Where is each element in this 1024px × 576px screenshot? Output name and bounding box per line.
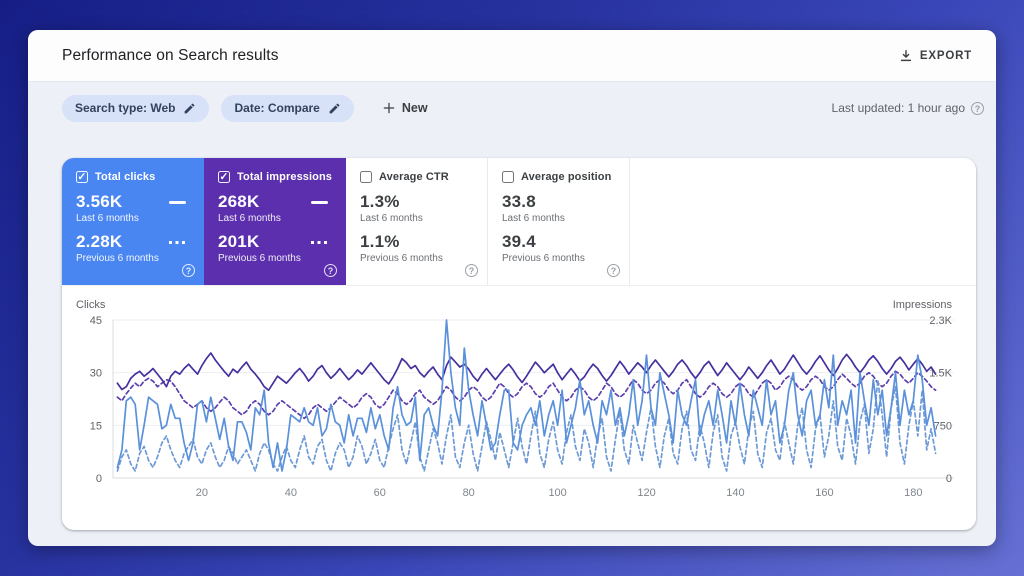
- last-updated: Last updated: 1 hour ago: [832, 101, 984, 115]
- right-axis-tick: 750: [934, 420, 952, 432]
- x-axis-tick: 120: [637, 487, 655, 499]
- download-icon: [899, 49, 913, 63]
- series-impressions-last-6-months: [116, 352, 937, 392]
- tile-average-ctr[interactable]: Average CTR 1.3% Last 6 months 1.1% Prev…: [346, 158, 488, 285]
- left-axis-tick: 15: [90, 420, 102, 432]
- tile-previous-period: Previous 6 months: [502, 253, 585, 264]
- new-filter-button[interactable]: New: [376, 97, 434, 119]
- right-axis-tick: 2.3K: [929, 315, 952, 327]
- tile-current-value: 268K: [218, 192, 260, 211]
- filter-chip-label: Date: Compare: [234, 101, 320, 115]
- question-circle-icon[interactable]: [607, 264, 620, 277]
- tile-label: Total clicks: [95, 171, 156, 183]
- pencil-icon: [183, 102, 196, 115]
- filter-chip-date[interactable]: Date: Compare: [221, 94, 354, 122]
- tile-label: Average position: [521, 171, 612, 183]
- tile-label: Average CTR: [379, 171, 449, 183]
- right-axis-tick: 0: [946, 473, 952, 485]
- series-clicks-last-6-months: [116, 319, 937, 472]
- left-axis-tick: 0: [96, 473, 102, 485]
- tile-current-period: Last 6 months: [360, 213, 423, 224]
- x-axis-tick: 80: [463, 487, 475, 499]
- dashed-line-indicator-icon: [311, 240, 328, 244]
- chart-section: 0 15 30 45 0 750 1.5K 2.3K Clicks Impressions 20 40…: [62, 286, 976, 530]
- question-circle-icon[interactable]: [324, 264, 337, 277]
- filter-chip-label: Search type: Web: [75, 101, 176, 115]
- solid-line-indicator-icon: [311, 200, 328, 204]
- right-axis-tick: 1.5K: [929, 368, 952, 380]
- left-axis-tick: 30: [90, 368, 102, 380]
- tile-current-value: 1.3%: [360, 192, 400, 211]
- performance-card: Total clicks 3.56K Last 6 months 2.28K P…: [62, 158, 976, 530]
- export-label: EXPORT: [919, 49, 972, 62]
- checkbox-checked-icon[interactable]: [218, 171, 230, 183]
- pencil-icon: [328, 102, 341, 115]
- tile-previous-value: 39.4: [502, 232, 536, 251]
- x-axis-tick: 40: [285, 487, 297, 499]
- dashed-line-indicator-icon: [169, 240, 186, 244]
- tile-current-period: Last 6 months: [502, 213, 565, 224]
- checkbox-unchecked-icon[interactable]: [360, 171, 372, 183]
- metric-tiles: Total clicks 3.56K Last 6 months 2.28K P…: [62, 158, 976, 286]
- question-circle-icon[interactable]: [971, 101, 984, 115]
- filter-bar: Search type: Web Date: Compare New: [28, 94, 996, 122]
- page-title: Performance on Search results: [62, 46, 279, 64]
- performance-panel: Performance on Search results EXPORT Sea…: [28, 30, 996, 546]
- tile-total-clicks[interactable]: Total clicks 3.56K Last 6 months 2.28K P…: [62, 158, 204, 285]
- right-axis-title: Impressions: [893, 299, 953, 311]
- question-circle-icon[interactable]: [182, 264, 195, 277]
- series-impressions-previous-6-months: [116, 370, 937, 420]
- x-axis-tick: 100: [548, 487, 566, 499]
- tile-total-impressions[interactable]: Total impressions 268K Last 6 months 201…: [204, 158, 346, 285]
- export-button[interactable]: EXPORT: [891, 43, 980, 69]
- x-axis-tick: 140: [726, 487, 744, 499]
- solid-line-indicator-icon: [169, 200, 186, 204]
- tile-previous-value: 201K: [218, 232, 260, 251]
- checkbox-checked-icon[interactable]: [76, 171, 88, 183]
- last-updated-text: Last updated: 1 hour ago: [831, 101, 965, 115]
- tile-previous-period: Previous 6 months: [360, 253, 443, 264]
- page-header: Performance on Search results EXPORT: [28, 30, 996, 82]
- tile-previous-value: 2.28K: [76, 232, 123, 251]
- tile-previous-period: Previous 6 months: [218, 253, 301, 264]
- tile-previous-value: 1.1%: [360, 232, 400, 251]
- x-axis-tick: 160: [815, 487, 833, 499]
- left-axis-tick: 45: [90, 315, 102, 327]
- plus-icon: [382, 101, 396, 115]
- tile-previous-period: Previous 6 months: [76, 253, 159, 264]
- tile-current-value: 3.56K: [76, 192, 123, 211]
- tile-current-period: Last 6 months: [76, 213, 139, 224]
- new-filter-label: New: [401, 101, 428, 115]
- tile-average-position[interactable]: Average position 33.8 Last 6 months 39.4…: [488, 158, 630, 285]
- checkbox-unchecked-icon[interactable]: [502, 171, 514, 183]
- tile-current-value: 33.8: [502, 192, 536, 211]
- tile-label: Total impressions: [237, 171, 333, 183]
- x-axis-tick: 60: [374, 487, 386, 499]
- x-axis-tick: 180: [904, 487, 922, 499]
- performance-chart[interactable]: 0 15 30 45 0 750 1.5K 2.3K Clicks Impressions 20 40…: [62, 286, 976, 530]
- question-circle-icon[interactable]: [465, 264, 478, 277]
- left-axis-title: Clicks: [76, 299, 106, 311]
- tile-current-period: Last 6 months: [218, 213, 281, 224]
- x-axis-tick: 20: [196, 487, 208, 499]
- filter-chip-search-type[interactable]: Search type: Web: [62, 94, 210, 122]
